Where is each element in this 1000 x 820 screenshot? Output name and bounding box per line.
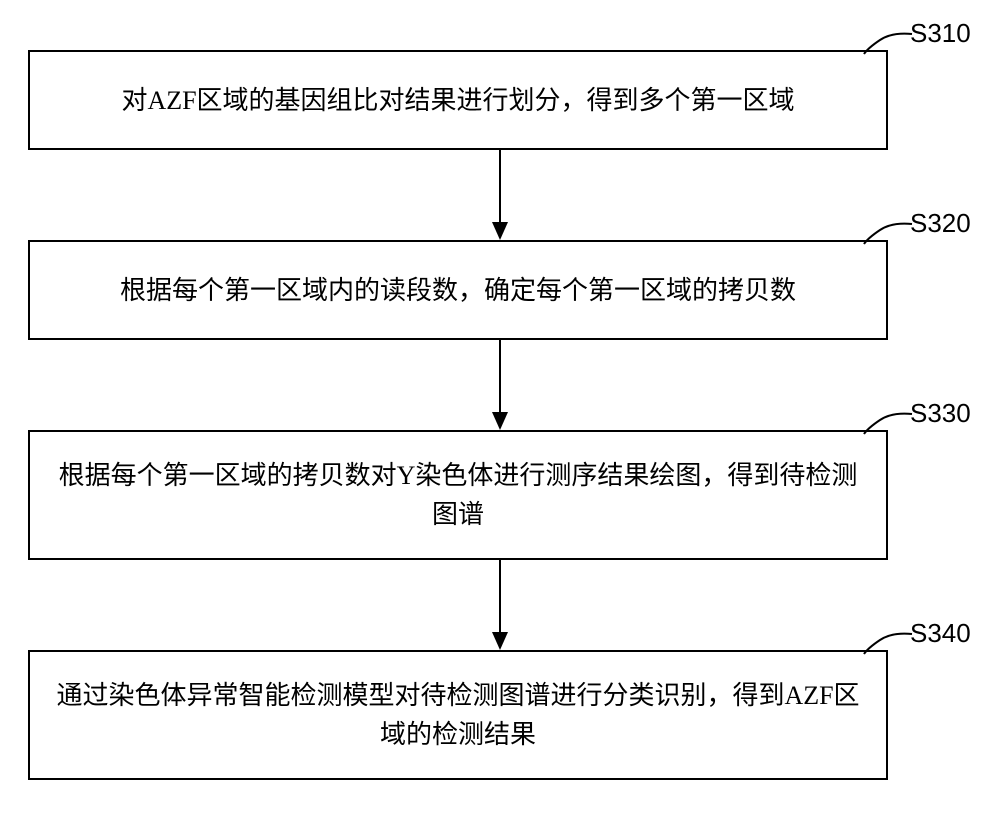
connector-s320 (862, 220, 922, 250)
step-s310-text: 对AZF区域的基因组比对结果进行划分，得到多个第一区域 (121, 81, 794, 120)
step-s320: 根据每个第一区域内的读段数，确定每个第一区域的拷贝数 (28, 240, 888, 340)
step-s340: 通过染色体异常智能检测模型对待检测图谱进行分类识别，得到AZF区域的检测结果 (28, 650, 888, 780)
step-s320-text: 根据每个第一区域内的读段数，确定每个第一区域的拷贝数 (120, 271, 796, 310)
arrow-2 (485, 340, 515, 430)
connector-s340 (862, 630, 922, 660)
flowchart-canvas: 对AZF区域的基因组比对结果进行划分，得到多个第一区域 S310 根据每个第一区… (0, 0, 1000, 820)
arrow-1 (485, 150, 515, 240)
arrow-3 (485, 560, 515, 650)
step-s310: 对AZF区域的基因组比对结果进行划分，得到多个第一区域 (28, 50, 888, 150)
step-s330: 根据每个第一区域的拷贝数对Y染色体进行测序结果绘图，得到待检测图谱 (28, 430, 888, 560)
step-s340-text: 通过染色体异常智能检测模型对待检测图谱进行分类识别，得到AZF区域的检测结果 (50, 676, 866, 754)
connector-s330 (862, 410, 922, 440)
connector-s310 (862, 30, 922, 60)
step-s330-text: 根据每个第一区域的拷贝数对Y染色体进行测序结果绘图，得到待检测图谱 (50, 456, 866, 534)
